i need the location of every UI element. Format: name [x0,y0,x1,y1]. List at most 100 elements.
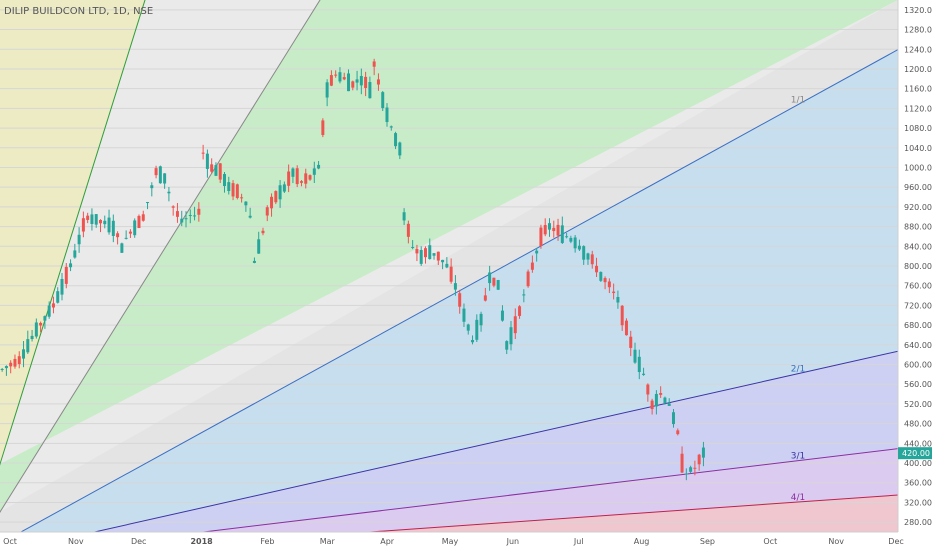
candle-body [364,76,368,88]
candle-body [223,174,226,187]
candle-body [471,340,475,343]
fan-label: 3/1 [791,452,805,462]
candle-body [462,308,466,322]
candle-body [103,220,107,225]
candle-body [466,324,470,331]
y-tick-label: 640.00 [904,341,932,350]
candle-body [150,185,154,189]
candle-body [180,218,184,223]
candle-body [359,76,363,86]
candle-body [355,79,359,83]
candle-body [509,327,513,345]
x-tick-label: Dec [888,537,903,546]
candle-body [107,217,111,233]
candle-body [39,322,43,326]
candle-body [347,73,351,92]
candle-body [73,250,77,258]
candle-body [398,142,402,156]
candle-body [60,279,64,295]
candle-body [436,251,440,261]
y-tick-label: 1000.00 [904,163,932,172]
candle-body [492,277,496,286]
candle-body [701,447,705,458]
candle-body [697,454,701,465]
candle-body [582,246,586,260]
candle-body [9,362,13,367]
candle-body [257,239,261,254]
y-tick-label: 480.00 [904,420,932,429]
candle-body [321,120,325,135]
y-tick-label: 1320.00 [904,6,932,15]
candle-body [633,349,637,363]
candle-body [590,254,594,265]
y-tick-label: 360.00 [904,479,932,488]
candle-body [642,373,646,375]
candle-body [650,400,654,410]
candle-body [381,92,385,109]
candles [0,58,705,481]
x-tick-label: Nov [828,537,844,546]
x-tick-label: Dec [131,537,146,546]
candle-body [667,403,671,406]
candle-body [90,214,94,224]
candle-body [385,107,389,123]
candle-body [342,77,346,80]
candle-body [560,225,564,243]
candle-body [265,207,269,216]
candle-body [539,227,543,246]
candle-body [351,81,355,88]
candle-body [291,168,295,177]
candle-body [432,253,436,256]
candle-body [569,237,573,242]
candle-body [595,265,599,273]
candle-body [270,196,274,209]
x-tick-label: Mar [320,537,336,546]
fan-line [0,0,321,513]
candle-body [184,218,188,220]
candle-body [141,214,145,221]
candle-body [689,467,693,472]
candle-body [415,248,419,254]
fan-zone-outer [0,0,898,464]
candle-body [586,253,590,260]
candle-body [684,473,688,475]
candle-body [175,211,179,217]
candle-body [137,215,141,229]
candle-body [133,220,137,236]
candle-body [663,397,667,404]
candle-body [26,339,30,353]
candle-body [56,291,60,303]
y-tick-label: 800.00 [904,262,932,271]
y-tick-label: 840.00 [904,242,932,251]
y-tick-label: 1200.00 [904,65,932,74]
candle-body [227,182,231,192]
candle-body [475,319,479,340]
candle-body [13,358,17,367]
candle-body [518,306,522,316]
candle-body [304,173,308,184]
candle-body [116,233,120,238]
y-tick-label: 720.00 [904,301,932,310]
candle-body [500,310,504,321]
candle-body [543,225,547,235]
candle-body [167,191,171,194]
candle-body [637,356,641,373]
candle-body [624,320,628,336]
candle-body [244,201,248,206]
candle-body [231,183,235,197]
candle-body [577,245,581,250]
fan-line [362,494,898,532]
fan-lines [0,0,898,532]
candle-body [261,230,265,234]
x-tick-label: Jun [506,537,520,546]
candle-body [124,237,128,239]
candle-body [505,341,509,350]
last-price-label: 420.00 [902,449,930,458]
x-tick-label: Nov [68,537,84,546]
x-tick-label: May [442,537,459,546]
candle-body [158,166,162,184]
candle-body [522,294,526,296]
candle-body [235,184,239,198]
candle-body [526,271,530,287]
